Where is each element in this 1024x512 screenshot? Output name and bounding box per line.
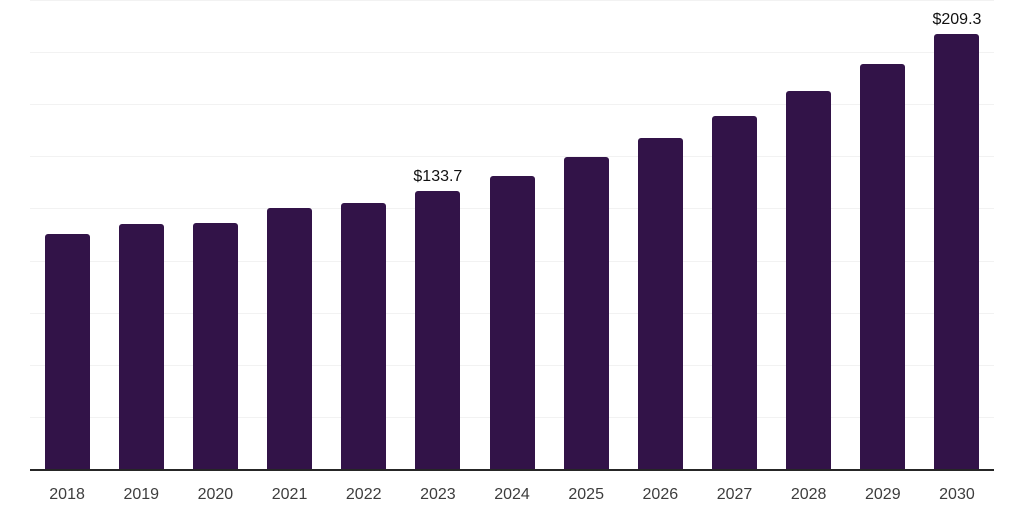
bar-band-2025 (549, 1, 623, 470)
x-tick-label-2021: 2021 (271, 486, 308, 503)
bar-band-2018 (30, 1, 104, 470)
bar-2026 (637, 137, 683, 470)
gridline (30, 52, 994, 54)
bar-2029 (860, 63, 906, 470)
bar-band-2019 (104, 1, 178, 470)
bar-2027 (711, 115, 757, 470)
bar-band-2030: $209.3 (920, 1, 994, 470)
bar-band-2027 (697, 1, 771, 470)
bar-band-2028 (772, 1, 846, 470)
bar-2022 (341, 202, 387, 470)
bar-band-2026 (623, 1, 697, 470)
x-tick-label-2020: 2020 (197, 486, 234, 503)
bar-band-2020 (178, 1, 252, 470)
plot-area: $133.7 $209.3 (30, 1, 994, 470)
x-tick-label-2025: 2025 (568, 486, 604, 503)
data-label-2030: $209.3 (932, 10, 982, 28)
x-tick-label-2018: 2018 (49, 486, 85, 503)
x-tick-label-2030: 2030 (939, 486, 975, 503)
bar-band-2023: $133.7 (401, 1, 475, 470)
gridline (30, 156, 994, 158)
x-axis-labels: 2018 2019 2020 2021 2022 2023 2024 2025 2026 2027… (30, 485, 994, 504)
bar-2021 (267, 207, 313, 470)
gridline (30, 104, 994, 106)
gridline (30, 0, 994, 1)
x-tick-label-2024: 2024 (494, 486, 530, 503)
x-tick-label-2029: 2029 (865, 486, 901, 503)
bar-2023 (415, 191, 461, 470)
x-tick-label-2028: 2028 (790, 486, 827, 503)
bar-band-2021 (252, 1, 326, 470)
bar-2018 (44, 233, 90, 470)
x-tick-label-2026: 2026 (642, 486, 679, 503)
bar-2028 (786, 90, 832, 470)
bar-2030 (934, 33, 980, 470)
bar-band-2022 (327, 1, 401, 470)
bar-2020 (192, 222, 238, 470)
x-tick-label-2019: 2019 (123, 486, 160, 503)
x-axis-line (30, 469, 994, 471)
bar-band-2024 (475, 1, 549, 470)
bar-band-2029 (846, 1, 920, 470)
x-tick-label-2027: 2027 (716, 486, 753, 503)
bar-2019 (118, 223, 164, 470)
x-tick-label-2023: 2023 (420, 486, 456, 503)
bar-2024 (489, 175, 535, 470)
bar-2025 (563, 156, 609, 470)
x-tick-label-2022: 2022 (345, 486, 382, 503)
data-label-2023: $133.7 (413, 168, 463, 186)
